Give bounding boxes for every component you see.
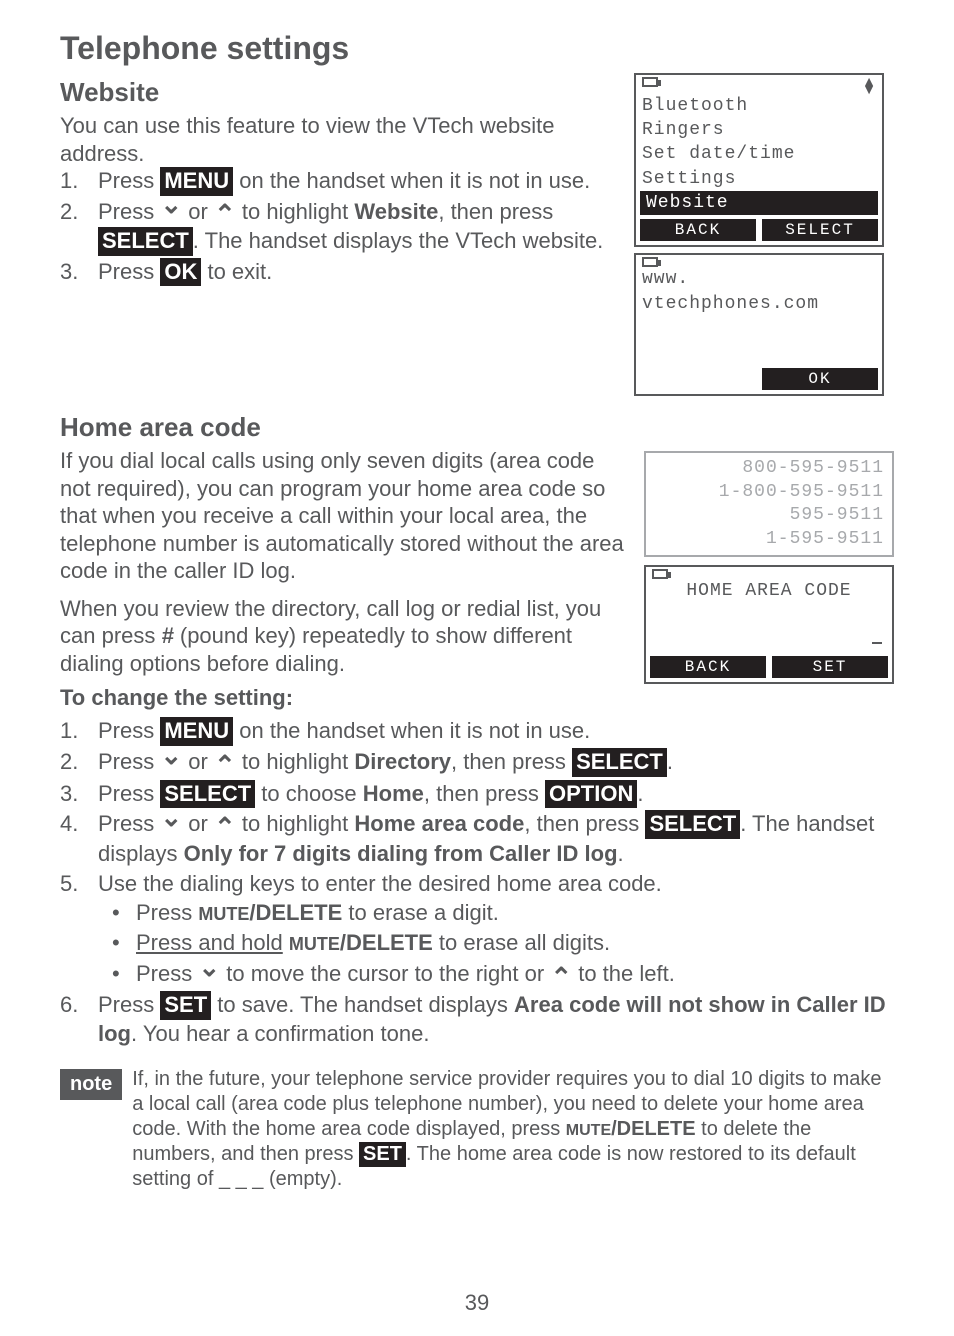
ok-softkey: OK xyxy=(762,368,878,390)
home-area-code-section: Home area code 800-595-9511 1-800-595-95… xyxy=(60,412,894,1191)
down-arrow-icon xyxy=(160,198,182,227)
step-5: Use the dialing keys to enter the desire… xyxy=(60,870,894,989)
example-number: 1-800-595-9511 xyxy=(654,481,884,504)
right-column-screens: 800-595-9511 1-800-595-9511 595-9511 1-5… xyxy=(644,451,894,689)
screen-status-bar: ▲▼ xyxy=(636,75,882,94)
up-arrow-icon xyxy=(214,198,236,227)
down-arrow-icon xyxy=(160,749,182,778)
empty-softkey xyxy=(640,368,756,390)
up-arrow-icon xyxy=(550,961,572,990)
website-heading: Website xyxy=(60,77,614,108)
website-line: vtechphones.com xyxy=(636,292,882,316)
page-number: 39 xyxy=(0,1290,954,1316)
website-step-3: Press OK to exit. xyxy=(60,258,614,287)
step-2: Press or to highlight Directory, then pr… xyxy=(60,748,894,777)
website-text: Website You can use this feature to view… xyxy=(60,73,614,402)
ok-key: OK xyxy=(160,258,201,287)
softkey-row: BACK SELECT xyxy=(636,215,882,245)
step-4: Press or to highlight Home area code, th… xyxy=(60,810,894,868)
back-softkey: BACK xyxy=(640,219,756,241)
number-examples-box: 800-595-9511 1-800-595-9511 595-9511 1-5… xyxy=(644,451,894,557)
menu-item: Settings xyxy=(636,167,882,191)
website-screens: ▲▼ Bluetooth Ringers Set date/time Setti… xyxy=(634,73,894,402)
note-text: If, in the future, your telephone servic… xyxy=(132,1067,894,1192)
page-title: Telephone settings xyxy=(60,30,894,67)
note-badge: note xyxy=(60,1069,122,1100)
website-line: www. xyxy=(636,267,882,291)
softkey-row: OK xyxy=(636,364,882,394)
up-arrow-icon xyxy=(214,749,236,778)
example-number: 800-595-9511 xyxy=(654,457,884,480)
note-block: note If, in the future, your telephone s… xyxy=(60,1067,894,1192)
option-key: OPTION xyxy=(545,780,637,809)
down-arrow-icon xyxy=(160,811,182,840)
back-softkey: BACK xyxy=(650,656,766,678)
menu-item-selected: Website xyxy=(640,191,878,215)
home-area-code-heading: Home area code xyxy=(60,412,894,443)
home-area-code-screen: HOME AREA CODE BACK SET xyxy=(644,565,894,684)
up-arrow-icon xyxy=(214,811,236,840)
select-key: SELECT xyxy=(572,748,667,777)
select-key: SELECT xyxy=(645,810,740,839)
example-number: 595-9511 xyxy=(654,504,884,527)
step-5-bullet-1: Press MUTE/DELETE to erase a digit. xyxy=(98,899,894,928)
website-step-1: Press MENU on the handset when it is not… xyxy=(60,167,614,196)
down-arrow-icon xyxy=(198,961,220,990)
step-5-bullet-3: Press to move the cursor to the right or… xyxy=(98,960,894,989)
menu-item: Set date/time xyxy=(636,142,882,166)
cursor-line xyxy=(646,628,892,652)
website-screen: www. vtechphones.com OK xyxy=(634,253,884,396)
cursor-icon xyxy=(872,642,882,644)
menu-item: Ringers xyxy=(636,118,882,142)
website-step-2: Press or to highlight Website, then pres… xyxy=(60,198,614,256)
battery-icon xyxy=(642,77,658,87)
set-key: SET xyxy=(160,991,211,1020)
menu-screen: ▲▼ Bluetooth Ringers Set date/time Setti… xyxy=(634,73,884,247)
website-intro: You can use this feature to view the VTe… xyxy=(60,112,614,167)
menu-item: Bluetooth xyxy=(636,94,882,118)
set-softkey: SET xyxy=(772,656,888,678)
screen-status-bar xyxy=(636,255,882,267)
scroll-indicator-icon: ▲▼ xyxy=(862,77,876,94)
set-key: SET xyxy=(359,1142,406,1167)
step-3: Press SELECT to choose Home, then press … xyxy=(60,780,894,809)
screen-title: HOME AREA CODE xyxy=(646,579,892,603)
change-setting-steps: Press MENU on the handset when it is not… xyxy=(60,717,894,1048)
battery-icon xyxy=(652,569,668,579)
step-5-sublist: Press MUTE/DELETE to erase a digit. Pres… xyxy=(98,899,894,990)
battery-icon xyxy=(642,257,658,267)
screen-status-bar xyxy=(646,567,892,579)
step-1: Press MENU on the handset when it is not… xyxy=(60,717,894,746)
select-softkey: SELECT xyxy=(762,219,878,241)
softkey-row: BACK SET xyxy=(646,652,892,682)
step-6: Press SET to save. The handset displays … xyxy=(60,991,894,1048)
select-key: SELECT xyxy=(98,227,193,256)
example-number: 1-595-9511 xyxy=(654,528,884,551)
website-section: Website You can use this feature to view… xyxy=(60,73,894,402)
website-steps: Press MENU on the handset when it is not… xyxy=(60,167,614,286)
